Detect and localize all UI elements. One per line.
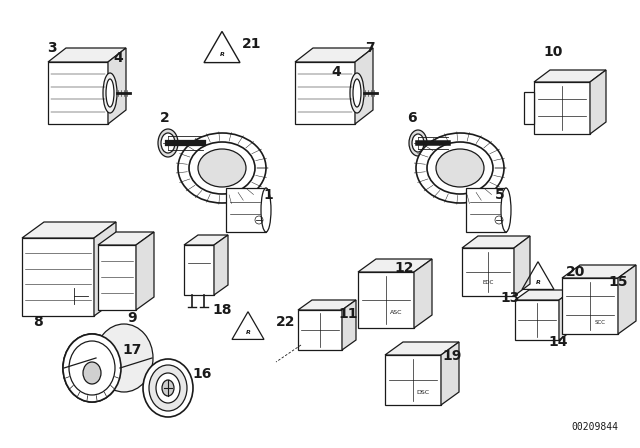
Text: 12: 12 [394,261,413,275]
Text: 6: 6 [407,111,417,125]
Ellipse shape [149,365,187,411]
Ellipse shape [409,130,427,156]
Polygon shape [514,236,530,296]
Polygon shape [48,48,126,62]
Polygon shape [295,62,355,124]
Polygon shape [562,278,618,334]
Polygon shape [355,48,373,124]
Polygon shape [562,265,636,278]
Polygon shape [462,236,530,248]
Text: 7: 7 [365,41,375,55]
Text: EDC: EDC [483,280,493,284]
Polygon shape [414,259,432,328]
Polygon shape [385,355,441,405]
Polygon shape [98,245,136,310]
Ellipse shape [143,359,193,417]
Ellipse shape [158,129,178,157]
Ellipse shape [261,188,271,232]
Ellipse shape [436,149,484,187]
Polygon shape [534,82,590,134]
Text: 4: 4 [331,65,341,79]
Text: R: R [246,329,250,335]
Text: 8: 8 [33,315,43,329]
Polygon shape [515,290,573,300]
Text: 15: 15 [608,275,628,289]
Text: 3: 3 [47,41,57,55]
Text: R: R [220,52,225,56]
Ellipse shape [178,133,266,203]
Polygon shape [22,222,116,238]
Ellipse shape [106,79,114,107]
Ellipse shape [69,341,115,395]
Polygon shape [214,235,228,295]
Ellipse shape [95,324,153,392]
Text: 13: 13 [500,291,520,305]
Polygon shape [298,310,342,350]
Ellipse shape [427,142,493,194]
Text: 18: 18 [212,303,232,317]
Polygon shape [618,265,636,334]
Polygon shape [184,235,228,245]
Text: ASC: ASC [390,310,403,314]
Polygon shape [48,62,108,124]
Text: 10: 10 [543,45,563,59]
Text: 20: 20 [566,265,586,279]
Text: 19: 19 [442,349,461,363]
Ellipse shape [353,79,361,107]
Polygon shape [385,342,459,355]
Polygon shape [184,245,214,295]
Polygon shape [226,188,266,232]
Polygon shape [98,232,154,245]
Ellipse shape [69,341,115,395]
Ellipse shape [63,334,121,402]
Ellipse shape [412,134,424,152]
Text: 17: 17 [122,343,141,357]
Ellipse shape [189,142,255,194]
Polygon shape [462,248,514,296]
Polygon shape [515,300,559,340]
Polygon shape [298,300,356,310]
Text: 11: 11 [339,307,358,321]
Text: 1: 1 [263,188,273,202]
Ellipse shape [161,133,175,153]
Text: 21: 21 [243,37,262,51]
Text: R: R [536,280,540,284]
Polygon shape [441,342,459,405]
Polygon shape [534,70,606,82]
Ellipse shape [103,73,117,113]
Polygon shape [295,48,373,62]
Polygon shape [136,232,154,310]
Ellipse shape [416,133,504,203]
Polygon shape [108,48,126,124]
Ellipse shape [162,380,174,396]
Ellipse shape [350,73,364,113]
Text: 5: 5 [495,188,505,202]
Text: 4: 4 [113,51,123,65]
Polygon shape [342,300,356,350]
Polygon shape [466,188,506,232]
Ellipse shape [156,373,180,403]
Polygon shape [590,70,606,134]
Text: 22: 22 [276,315,296,329]
Text: 00209844: 00209844 [571,422,618,432]
Polygon shape [22,238,94,316]
Text: 2: 2 [160,111,170,125]
Polygon shape [94,222,116,316]
Ellipse shape [83,362,101,384]
Polygon shape [358,259,432,272]
Ellipse shape [501,188,511,232]
Ellipse shape [198,149,246,187]
Text: SCC: SCC [595,319,605,324]
Bar [524,92,534,124]
Ellipse shape [63,334,121,402]
Text: 9: 9 [127,311,137,325]
Text: 14: 14 [548,335,568,349]
Text: DSC: DSC [417,391,429,396]
Polygon shape [358,272,414,328]
Polygon shape [559,290,573,340]
Text: 16: 16 [192,367,212,381]
